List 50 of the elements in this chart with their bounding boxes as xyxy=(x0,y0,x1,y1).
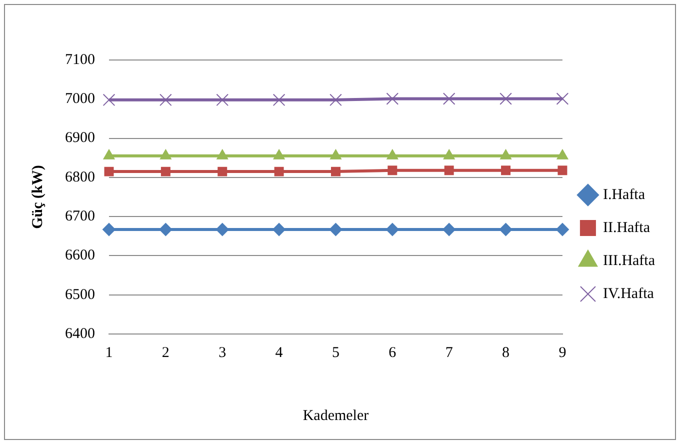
point xyxy=(159,222,172,236)
y-tick-label: 6900 xyxy=(65,130,95,146)
y-tick-label: 6400 xyxy=(65,326,95,342)
x-tick-label: 7 xyxy=(445,344,454,361)
y-tick-label: 7000 xyxy=(65,91,95,108)
point xyxy=(558,166,568,176)
point xyxy=(442,222,456,236)
point xyxy=(160,166,170,176)
point xyxy=(216,222,229,236)
x-tick-label: 9 xyxy=(558,344,566,361)
point xyxy=(102,222,116,236)
point xyxy=(272,94,286,106)
point xyxy=(274,166,284,176)
point xyxy=(386,92,399,105)
x-tick-label: 8 xyxy=(502,344,510,361)
point xyxy=(386,222,399,236)
point xyxy=(556,92,569,105)
x-tick-label: 5 xyxy=(332,344,340,361)
legend-label: II.Hafta xyxy=(602,220,650,236)
point xyxy=(160,94,172,106)
point xyxy=(500,92,512,105)
point xyxy=(216,94,229,106)
legend-label: IV.Hafta xyxy=(602,286,654,302)
y-tick-label: 6700 xyxy=(65,208,95,225)
y-tick-label: 6600 xyxy=(65,248,95,264)
point xyxy=(442,92,456,105)
point xyxy=(330,166,340,176)
point xyxy=(272,222,286,236)
legend-label: I.Hafta xyxy=(602,186,646,203)
point xyxy=(556,222,569,236)
legend-label: III.Hafta xyxy=(602,252,656,269)
x-tick-label: 2 xyxy=(162,344,170,361)
y-tick-label: 6500 xyxy=(65,286,95,303)
point xyxy=(499,222,512,236)
point xyxy=(104,166,114,176)
x-tick-label: 6 xyxy=(388,344,397,361)
x-tick-label: 1 xyxy=(105,344,113,361)
point xyxy=(102,94,116,106)
point xyxy=(444,166,454,176)
y-axis-title: Güç (kW) xyxy=(30,165,46,229)
x-axis-title: Kademeler xyxy=(302,408,369,424)
point xyxy=(330,94,342,106)
y-tick-label: 7100 xyxy=(65,52,95,68)
point xyxy=(218,166,228,176)
x-tick-label: 4 xyxy=(275,344,284,361)
point xyxy=(388,166,398,176)
point xyxy=(501,166,511,176)
y-tick-label: 6800 xyxy=(65,169,95,186)
x-tick-label: 3 xyxy=(218,344,226,361)
point xyxy=(329,222,342,236)
